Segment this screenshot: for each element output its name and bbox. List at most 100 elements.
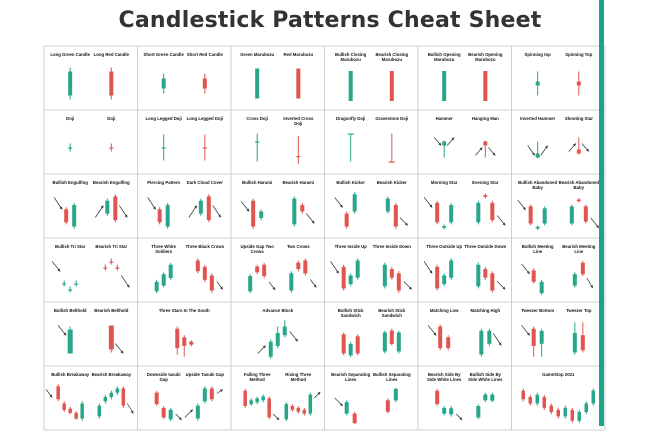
pattern-cell: Spinning top Spinning Top bbox=[525, 52, 593, 96]
pattern-label: Spinning Top bbox=[565, 52, 593, 57]
candle-body bbox=[449, 408, 454, 415]
pattern-label: Cross Doji bbox=[246, 116, 268, 121]
candle-body bbox=[341, 266, 346, 289]
pattern-label: Bullish Tri Star bbox=[55, 244, 86, 249]
pattern-cell: Three Stars In The South bbox=[159, 308, 210, 357]
candle-body bbox=[549, 405, 553, 413]
pattern-cell: Downside tasuki Gap Upside Tasuki Gap bbox=[147, 372, 224, 422]
arrow-head bbox=[63, 332, 67, 336]
pattern-label: Bearish Harami bbox=[283, 180, 315, 185]
pattern-meet-bull: Bullish Meeting Line bbox=[521, 244, 554, 296]
candle-body bbox=[195, 405, 200, 419]
arrow-head bbox=[313, 284, 317, 288]
pattern-crows: Three Black Crows bbox=[185, 244, 225, 293]
pattern-label: Doji bbox=[66, 116, 74, 121]
pattern-morning-star: Bullish Abandoned Baby bbox=[517, 180, 558, 230]
candle-body bbox=[62, 283, 67, 285]
page-title: Candlestick Patterns Cheat Sheet bbox=[118, 8, 542, 33]
pattern-stars-south: Three Stars In The South bbox=[159, 308, 210, 357]
arrow-head bbox=[526, 332, 530, 336]
pattern-long-green: Long Green Candle bbox=[50, 52, 91, 100]
arrow-head bbox=[429, 270, 433, 274]
candle-body bbox=[483, 141, 488, 146]
candle-body bbox=[531, 328, 536, 346]
pattern-ll-doji-red: Long Legged Doji bbox=[187, 116, 223, 161]
candle-body bbox=[389, 330, 394, 344]
pattern-label: Bearish Tri Star bbox=[95, 244, 127, 249]
candle-body bbox=[202, 78, 207, 89]
candle-body bbox=[542, 397, 546, 408]
candle-body bbox=[528, 206, 533, 224]
pattern-cell: Bullish Breakaway Bearish Breakaway bbox=[45, 372, 134, 421]
candle-body bbox=[67, 329, 73, 354]
pattern-inside-down: Three Inside Down bbox=[373, 244, 413, 293]
pattern-sep-bear: Bearish Separating Lines bbox=[331, 372, 371, 425]
candle-body bbox=[344, 213, 349, 227]
pattern-label: Three White Soldiers bbox=[151, 244, 176, 254]
pattern-cell: Bullish Tri Star Bearish Tri Star bbox=[51, 244, 130, 293]
pattern-label: Three Inside Down bbox=[373, 244, 412, 249]
pattern-sbs-bull: Bullish Side By Side White Lines bbox=[468, 372, 503, 420]
pattern-gamestop: GameStop 2021 bbox=[521, 372, 595, 423]
candle-body bbox=[202, 147, 207, 149]
candle-body bbox=[535, 153, 540, 158]
pattern-label: Bullish Kicker bbox=[336, 180, 365, 185]
arrow-head bbox=[153, 206, 156, 210]
pattern-maru-red: Red Marubozu bbox=[284, 52, 313, 99]
candle-body bbox=[68, 408, 72, 413]
pattern-label: Dark Cloud Cover bbox=[187, 180, 224, 185]
arrow-head bbox=[339, 403, 343, 406]
arrow-head bbox=[498, 342, 502, 346]
pattern-label: Green Marubozu bbox=[240, 52, 274, 57]
pattern-bear-engulf: Bearish Engulfing bbox=[93, 180, 130, 223]
pattern-label: Bullish Opening Marubozu bbox=[428, 52, 461, 62]
pattern-shooting: Shooting Star bbox=[565, 116, 593, 155]
pattern-label: Bullish Engulfing bbox=[53, 180, 89, 185]
pattern-label: Three Stars In The South bbox=[159, 308, 210, 313]
pattern-cell: Bullish Stick Sandwich Bearish Stick Sandwi… bbox=[338, 308, 406, 358]
pattern-label: Bearish Engulfing bbox=[93, 180, 130, 185]
pattern-cell: Bullish Kicker Bearish Kicker bbox=[334, 180, 409, 229]
scroll-indicator-bar[interactable] bbox=[599, 0, 604, 426]
candle-body bbox=[284, 404, 289, 420]
pattern-cell: Three Outside Up Three Outside Down bbox=[423, 244, 507, 293]
pattern-label: Bullish Meeting Line bbox=[522, 244, 554, 254]
pattern-tasuki-down: Downside tasuki Gap bbox=[147, 372, 182, 422]
arrow-head bbox=[429, 204, 433, 208]
pattern-evening-star: Evening Star bbox=[472, 180, 506, 226]
candle-body bbox=[206, 196, 211, 221]
pattern-label: Shooting Star bbox=[565, 116, 593, 121]
candle-body bbox=[296, 262, 301, 270]
candle-body bbox=[385, 198, 390, 212]
pattern-label: Long Red Candle bbox=[94, 52, 130, 57]
candle-body bbox=[483, 195, 488, 197]
candle-body bbox=[113, 196, 118, 221]
candle-body bbox=[243, 390, 247, 406]
pattern-label: Bearish Opening Marubozu bbox=[468, 52, 503, 62]
arrow-head bbox=[526, 271, 530, 274]
arrow-head bbox=[311, 220, 315, 224]
pattern-ll-doji-green: Long Legged Doji bbox=[146, 116, 182, 161]
pattern-bull-engulf: Bullish Engulfing bbox=[53, 180, 89, 229]
candle-body bbox=[476, 202, 481, 223]
candle-body bbox=[248, 276, 253, 292]
candle-body bbox=[556, 409, 560, 417]
pattern-cell: Long Legged Doji Long Legged Doji bbox=[146, 116, 223, 161]
arrow-head bbox=[317, 392, 321, 395]
candle-body bbox=[292, 198, 297, 225]
candle-body bbox=[535, 394, 539, 404]
candle-body bbox=[161, 407, 166, 418]
candle-body bbox=[449, 205, 454, 223]
pattern-label: Rising Three Method bbox=[285, 372, 312, 382]
pattern-meet-bear: Bearish Meeting Line bbox=[562, 244, 596, 289]
pattern-label: Bearish Stick Sandwich bbox=[378, 308, 406, 318]
candle-body bbox=[382, 264, 387, 287]
candle-body bbox=[154, 281, 159, 292]
candle-body bbox=[202, 388, 207, 402]
arrow-head bbox=[451, 137, 455, 141]
candle-body bbox=[476, 406, 481, 418]
pattern-long-red: Long Red Candle bbox=[94, 52, 130, 100]
candle-body bbox=[62, 403, 66, 410]
pattern-sandwich-bear: Bearish Stick Sandwich bbox=[378, 308, 406, 354]
